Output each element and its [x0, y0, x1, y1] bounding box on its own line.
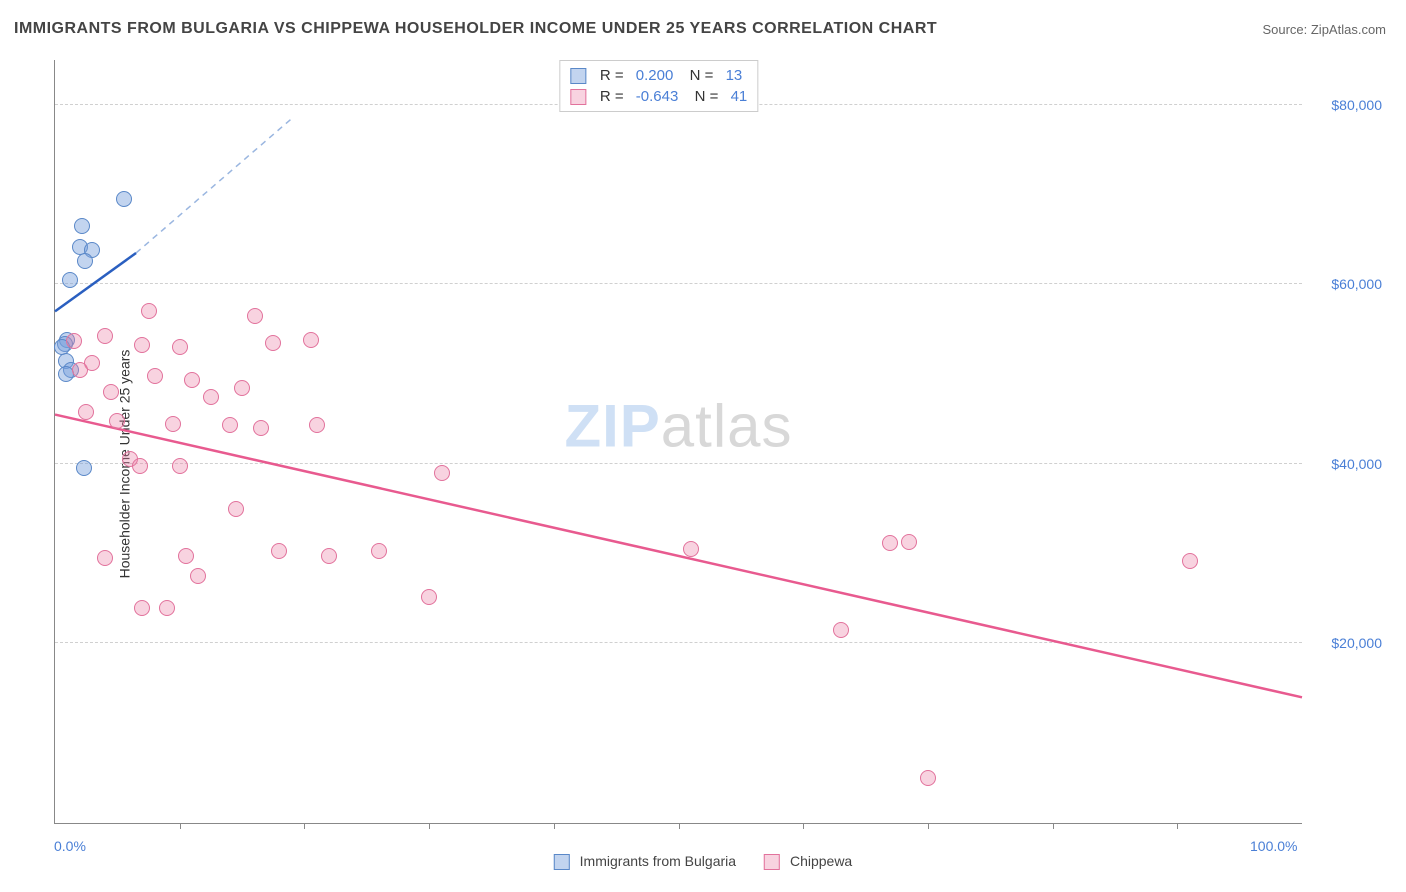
x-tick: [679, 823, 680, 829]
data-point-chippewa: [134, 337, 150, 353]
data-point-bulgaria: [62, 272, 78, 288]
data-point-chippewa: [247, 308, 263, 324]
data-point-chippewa: [97, 550, 113, 566]
x-tick: [803, 823, 804, 829]
plot-area: ZIPatlas R = 0.200 N = 13 R = -0.643 N =…: [54, 60, 1302, 824]
x-tick: [180, 823, 181, 829]
data-point-chippewa: [132, 458, 148, 474]
data-point-bulgaria: [74, 218, 90, 234]
data-point-chippewa: [109, 413, 125, 429]
legend-row-bulgaria: R = 0.200 N = 13: [570, 65, 747, 86]
data-point-chippewa: [901, 534, 917, 550]
legend-item-bulgaria: Immigrants from Bulgaria: [554, 853, 736, 870]
data-point-chippewa: [683, 541, 699, 557]
chart-title: IMMIGRANTS FROM BULGARIA VS CHIPPEWA HOU…: [14, 20, 937, 38]
swatch-chippewa-icon: [764, 854, 780, 870]
data-point-chippewa: [78, 404, 94, 420]
data-point-chippewa: [271, 543, 287, 559]
data-point-chippewa: [833, 622, 849, 638]
data-point-chippewa: [103, 384, 119, 400]
data-point-bulgaria: [77, 253, 93, 269]
x-tick: [429, 823, 430, 829]
data-point-chippewa: [184, 372, 200, 388]
data-point-chippewa: [1182, 553, 1198, 569]
data-point-bulgaria: [76, 460, 92, 476]
swatch-bulgaria-icon: [554, 854, 570, 870]
data-point-chippewa: [190, 568, 206, 584]
data-point-chippewa: [265, 335, 281, 351]
data-point-chippewa: [303, 332, 319, 348]
legend-row-chippewa: R = -0.643 N = 41: [570, 86, 747, 107]
legend-item-chippewa: Chippewa: [764, 853, 852, 870]
data-point-chippewa: [178, 548, 194, 564]
swatch-chippewa-icon: [570, 89, 586, 105]
series-legend: Immigrants from Bulgaria Chippewa: [554, 853, 852, 870]
data-point-chippewa: [172, 458, 188, 474]
x-tick: [1053, 823, 1054, 829]
data-point-chippewa: [72, 362, 88, 378]
y-tick-label: $20,000: [1312, 635, 1382, 651]
data-point-chippewa: [66, 333, 82, 349]
trend-line-dash-bulgaria: [136, 118, 292, 253]
swatch-bulgaria-icon: [570, 68, 586, 84]
data-point-chippewa: [159, 600, 175, 616]
data-point-chippewa: [165, 416, 181, 432]
y-tick-label: $40,000: [1312, 456, 1382, 472]
data-point-chippewa: [309, 417, 325, 433]
data-point-chippewa: [134, 600, 150, 616]
data-point-chippewa: [141, 303, 157, 319]
data-point-chippewa: [434, 465, 450, 481]
data-point-chippewa: [253, 420, 269, 436]
data-point-chippewa: [421, 589, 437, 605]
y-tick-label: $80,000: [1312, 97, 1382, 113]
data-point-chippewa: [97, 328, 113, 344]
data-point-chippewa: [203, 389, 219, 405]
data-point-chippewa: [371, 543, 387, 559]
data-point-chippewa: [228, 501, 244, 517]
chart-container: Householder Income Under 25 years ZIPatl…: [14, 50, 1392, 878]
data-point-bulgaria: [116, 191, 132, 207]
data-point-chippewa: [222, 417, 238, 433]
data-point-chippewa: [882, 535, 898, 551]
trend-layer: [55, 60, 1302, 823]
data-point-chippewa: [920, 770, 936, 786]
data-point-chippewa: [321, 548, 337, 564]
x-tick: [554, 823, 555, 829]
data-point-chippewa: [147, 368, 163, 384]
x-tick: [928, 823, 929, 829]
y-tick-label: $60,000: [1312, 276, 1382, 292]
x-tick: [304, 823, 305, 829]
source-attribution: Source: ZipAtlas.com: [1262, 22, 1386, 37]
data-point-chippewa: [234, 380, 250, 396]
x-max-label: 100.0%: [1250, 838, 1297, 854]
trend-line-chippewa: [55, 415, 1302, 698]
x-min-label: 0.0%: [54, 838, 86, 854]
x-tick: [1177, 823, 1178, 829]
data-point-chippewa: [172, 339, 188, 355]
correlation-legend: R = 0.200 N = 13 R = -0.643 N = 41: [559, 60, 758, 112]
